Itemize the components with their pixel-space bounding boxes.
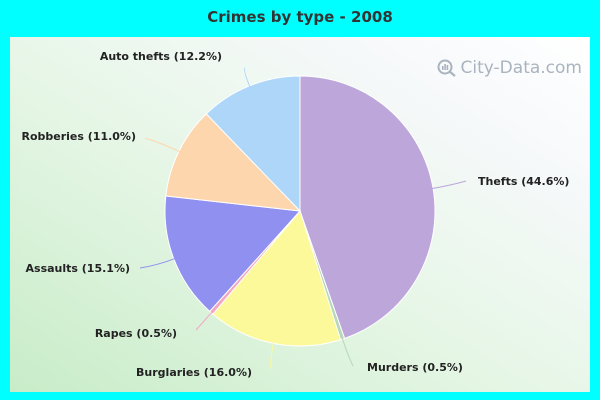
slice-label: Robberies (11.0%) [22, 130, 137, 143]
slice-label: Auto thefts (12.2%) [100, 50, 222, 63]
slice-label: Thefts (44.6%) [478, 175, 569, 188]
leader-line [144, 137, 181, 153]
leader-line [195, 310, 213, 331]
slice-label: Assaults (15.1%) [26, 262, 130, 275]
magnifier-icon [437, 59, 456, 77]
leader-line [270, 341, 275, 369]
slice-label: Rapes (0.5%) [95, 327, 177, 340]
leader-line [341, 337, 354, 367]
watermark-text: City-Data.com [460, 58, 582, 78]
leader-line [139, 257, 176, 269]
leader-line [243, 67, 251, 88]
leader-line [431, 180, 467, 190]
slice-label: Burglaries (16.0%) [136, 366, 252, 379]
chart-title: Crimes by type - 2008 [207, 8, 393, 26]
watermark: City-Data.com [437, 58, 582, 78]
slice-label: Murders (0.5%) [367, 361, 463, 374]
